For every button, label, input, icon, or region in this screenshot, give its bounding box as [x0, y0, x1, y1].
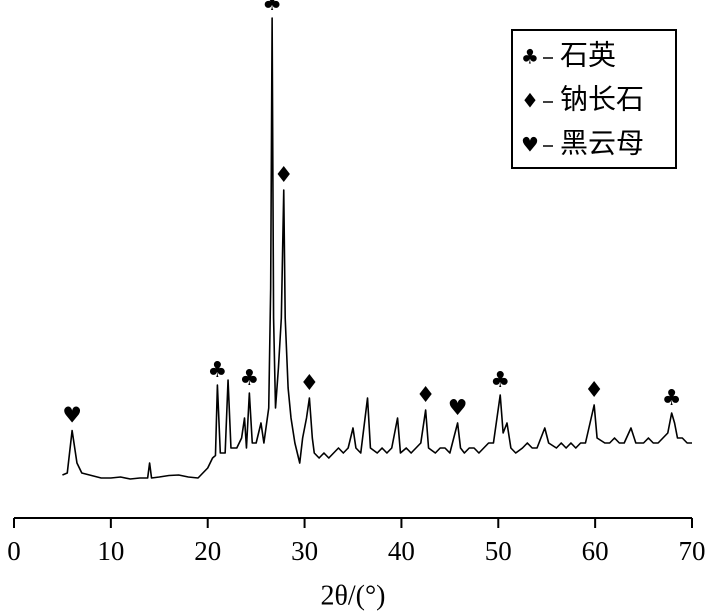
peak-marker: ♥ [448, 396, 468, 421]
peak-marker: ♦ [416, 383, 436, 408]
peak-marker: ♣ [490, 368, 510, 393]
x-tick-label: 40 [388, 536, 415, 566]
x-tick-label: 60 [582, 536, 609, 566]
x-tick-label: 70 [679, 536, 706, 566]
x-tick-label: 50 [485, 536, 512, 566]
legend-symbol: ♥ [521, 133, 539, 157]
legend-symbol: ♦ [521, 89, 539, 113]
peak-marker: ♥ [62, 404, 82, 429]
legend-label: 钠长石 [560, 83, 644, 115]
peak-marker: ♣ [262, 0, 282, 16]
peak-marker: ♦ [584, 378, 604, 403]
x-tick-label: 0 [7, 536, 21, 566]
peak-marker: ♣ [239, 366, 259, 391]
peak-marker: ♣ [208, 358, 228, 383]
x-tick-label: 30 [291, 536, 318, 566]
x-tick-label: 10 [97, 536, 124, 566]
legend-label: 黑云母 [560, 128, 644, 159]
x-axis-label: 2θ/(°) [320, 580, 385, 611]
x-tick-label: 20 [194, 536, 221, 566]
peak-marker: ♦ [274, 163, 294, 188]
peak-marker: ♣ [662, 386, 682, 411]
xrd-line [62, 17, 692, 480]
legend-label: 石英 [560, 39, 616, 71]
legend-box [511, 29, 677, 169]
legend-symbol: ♣ [521, 45, 539, 69]
peak-marker: ♦ [300, 371, 320, 396]
